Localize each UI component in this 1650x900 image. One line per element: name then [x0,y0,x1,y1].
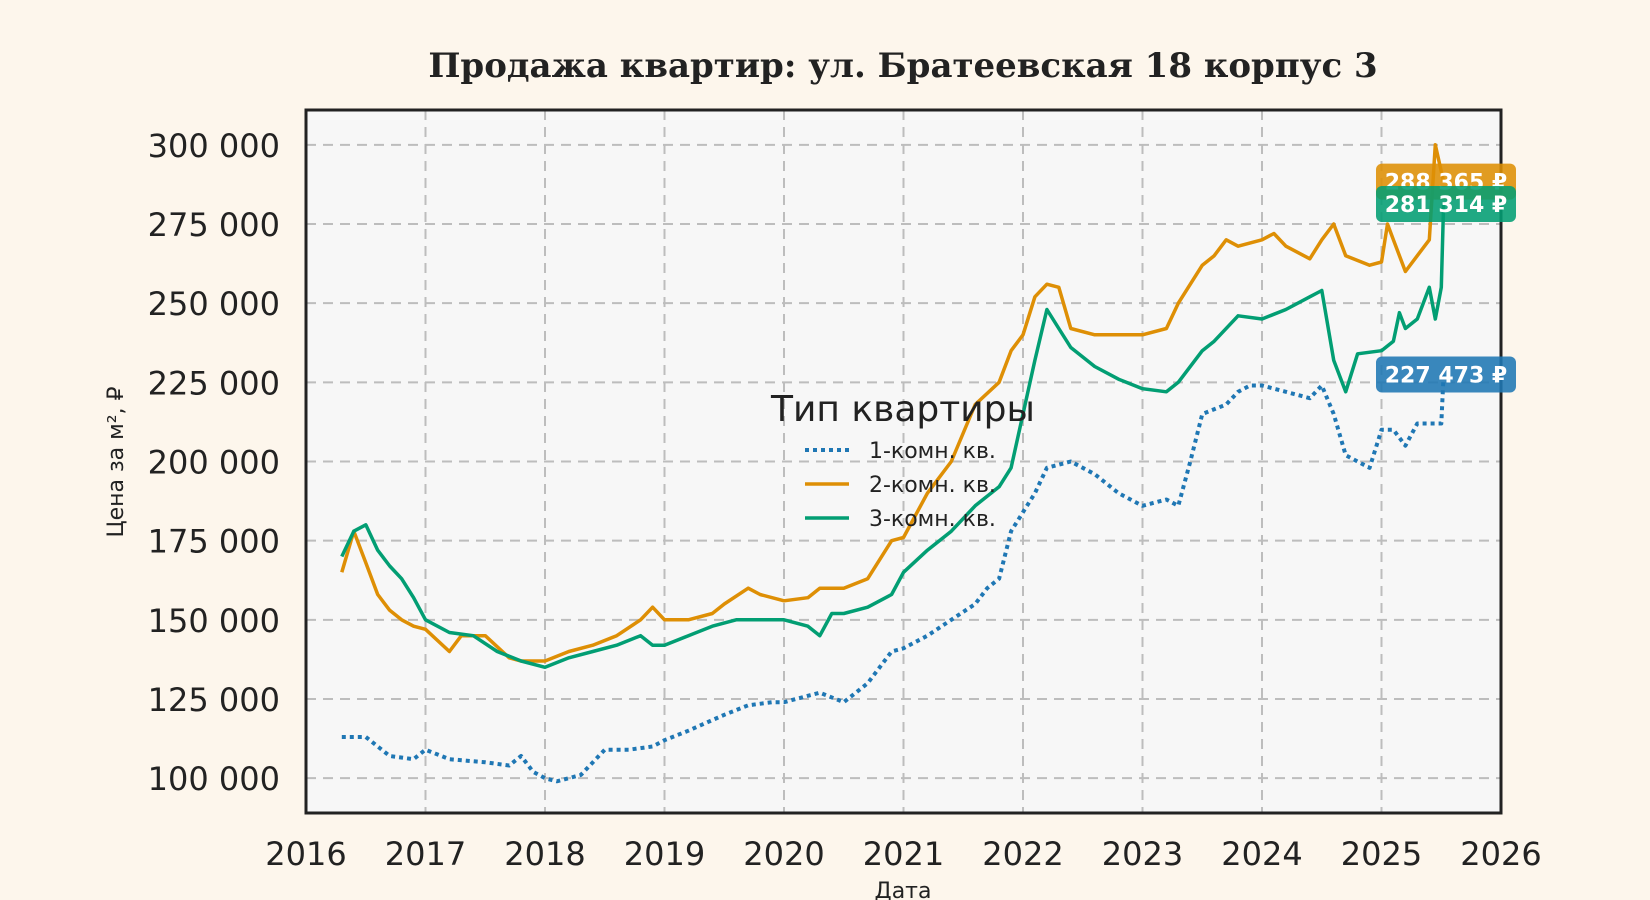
y-tick-label: 100 000 [148,760,280,798]
series-line-3 [340,203,1446,670]
series-line-1 [341,374,1446,784]
y-axis-label: Цена за м², ₽ [104,386,129,537]
series-layer [340,143,1446,784]
legend-entry-1: 1-комн. кв. [869,439,996,464]
x-tick-label: 2018 [504,835,585,873]
value-badge-label-2: 281 314 ₽ [1385,193,1507,218]
x-tick-label: 2021 [863,835,944,873]
chart-title: Продажа квартир: ул. Братеевская 18 корп… [428,46,1377,86]
legend-entry-3: 3-комн. кв. [869,507,996,532]
x-axis-ticks: 2016 2017 2018 2019 2020 2021 2022 2023 2024 2025… [265,835,1541,873]
x-tick-label: 2026 [1460,835,1541,873]
y-tick-label: 300 000 [148,127,280,165]
y-tick-label: 150 000 [148,602,280,640]
legend-title: Тип квартиры [770,389,1035,430]
y-axis-ticks: 100 000 125 000 150 000 175 000 200 000 225 0… [148,127,280,798]
x-tick-label: 2022 [982,835,1063,873]
value-badge-3 [1376,356,1516,393]
x-tick-label: 2024 [1221,835,1302,873]
x-tick-label: 2019 [624,835,705,873]
grid-lines [306,110,1501,813]
y-tick-label: 275 000 [148,206,280,244]
x-tick-label: 2017 [385,835,466,873]
x-axis-label: Дата [875,879,932,900]
y-tick-label: 225 000 [148,364,280,402]
y-tick-label: 200 000 [148,444,280,482]
y-tick-label: 125 000 [148,681,280,719]
legend: Тип квартиры 1-комн. кв. 2-комн. кв. 3-ком… [770,389,1035,532]
y-tick-label: 250 000 [148,285,280,323]
value-badge-2 [1376,186,1516,223]
legend-entry-2: 2-комн. кв. [869,473,996,498]
value-badge-label-3: 227 473 ₽ [1385,364,1507,389]
x-tick-label: 2016 [265,835,346,873]
y-tick-label: 175 000 [148,523,280,561]
plot-frame [304,108,1503,815]
x-tick-label: 2025 [1341,835,1422,873]
x-tick-label: 2020 [743,835,824,873]
value-badges: 288 365 ₽281 314 ₽227 473 ₽ [1376,163,1516,393]
x-tick-label: 2023 [1102,835,1183,873]
